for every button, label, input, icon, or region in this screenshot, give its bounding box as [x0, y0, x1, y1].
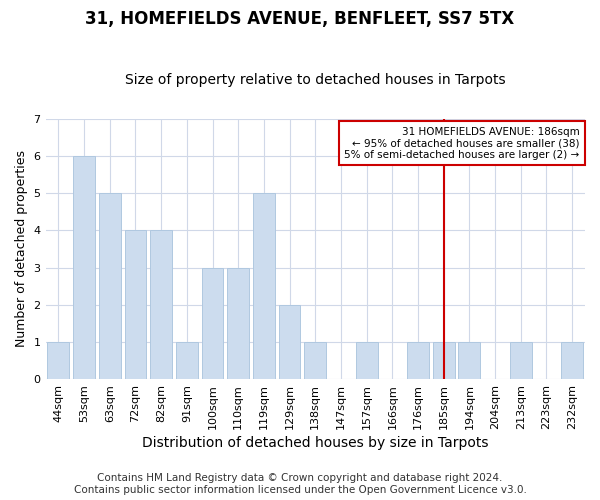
Bar: [278, 305, 301, 379]
Bar: [407, 342, 429, 379]
Bar: [73, 156, 95, 379]
Bar: [433, 342, 455, 379]
Bar: [176, 342, 198, 379]
Bar: [227, 268, 249, 379]
Text: 31 HOMEFIELDS AVENUE: 186sqm
← 95% of detached houses are smaller (38)
5% of sem: 31 HOMEFIELDS AVENUE: 186sqm ← 95% of de…: [344, 126, 580, 160]
X-axis label: Distribution of detached houses by size in Tarpots: Distribution of detached houses by size …: [142, 436, 488, 450]
Bar: [561, 342, 583, 379]
Bar: [202, 268, 223, 379]
Bar: [510, 342, 532, 379]
Bar: [99, 193, 121, 379]
Bar: [253, 193, 275, 379]
Bar: [125, 230, 146, 379]
Text: Contains HM Land Registry data © Crown copyright and database right 2024.
Contai: Contains HM Land Registry data © Crown c…: [74, 474, 526, 495]
Y-axis label: Number of detached properties: Number of detached properties: [15, 150, 28, 348]
Title: Size of property relative to detached houses in Tarpots: Size of property relative to detached ho…: [125, 73, 506, 87]
Bar: [458, 342, 481, 379]
Bar: [356, 342, 377, 379]
Bar: [150, 230, 172, 379]
Bar: [304, 342, 326, 379]
Text: 31, HOMEFIELDS AVENUE, BENFLEET, SS7 5TX: 31, HOMEFIELDS AVENUE, BENFLEET, SS7 5TX: [85, 10, 515, 28]
Bar: [47, 342, 70, 379]
